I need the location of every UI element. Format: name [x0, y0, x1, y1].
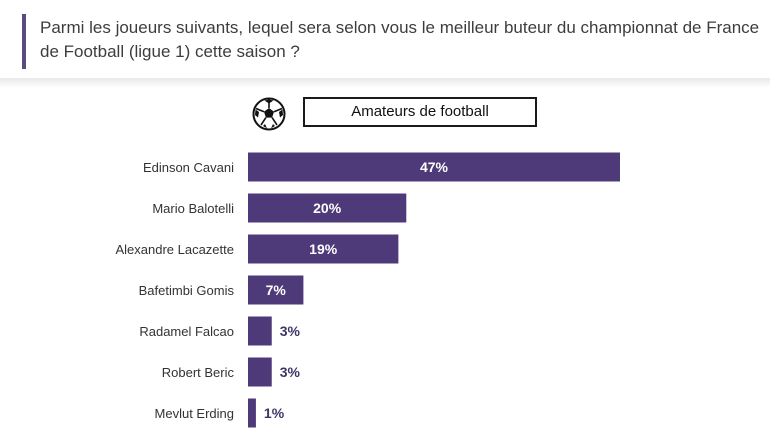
question-block: Parmi les joueurs suivants, lequel sera … [22, 10, 762, 69]
bar-value-label: 20% [313, 200, 342, 216]
category-label: Robert Beric [162, 365, 235, 380]
bar [248, 316, 272, 346]
soccer-ball-icon [252, 97, 286, 131]
question-text: Parmi les joueurs suivants, lequel sera … [40, 18, 760, 61]
bar-value-label: 1% [264, 405, 285, 421]
bar [248, 234, 399, 264]
header-divider-shadow [0, 78, 770, 88]
category-label: Alexandre Lacazette [115, 242, 234, 257]
bar [248, 152, 620, 182]
category-label: Radamel Falcao [139, 324, 234, 339]
legend-series-box: Amateurs de football [303, 97, 537, 127]
bar-value-label: 19% [309, 241, 338, 257]
bar [248, 275, 304, 305]
bar [248, 357, 272, 387]
bar [248, 398, 256, 428]
question-accent-bar [22, 14, 26, 69]
bar-value-label: 47% [420, 159, 449, 175]
category-label: Mevlut Erding [155, 406, 234, 421]
category-label: Edinson Cavani [143, 160, 234, 175]
bar [248, 193, 407, 223]
bar-value-label: 7% [266, 282, 287, 298]
bar-value-label: 3% [280, 323, 301, 339]
category-label: Bafetimbi Gomis [139, 283, 235, 298]
bar-value-label: 3% [280, 364, 301, 380]
category-label: Mario Balotelli [152, 201, 234, 216]
